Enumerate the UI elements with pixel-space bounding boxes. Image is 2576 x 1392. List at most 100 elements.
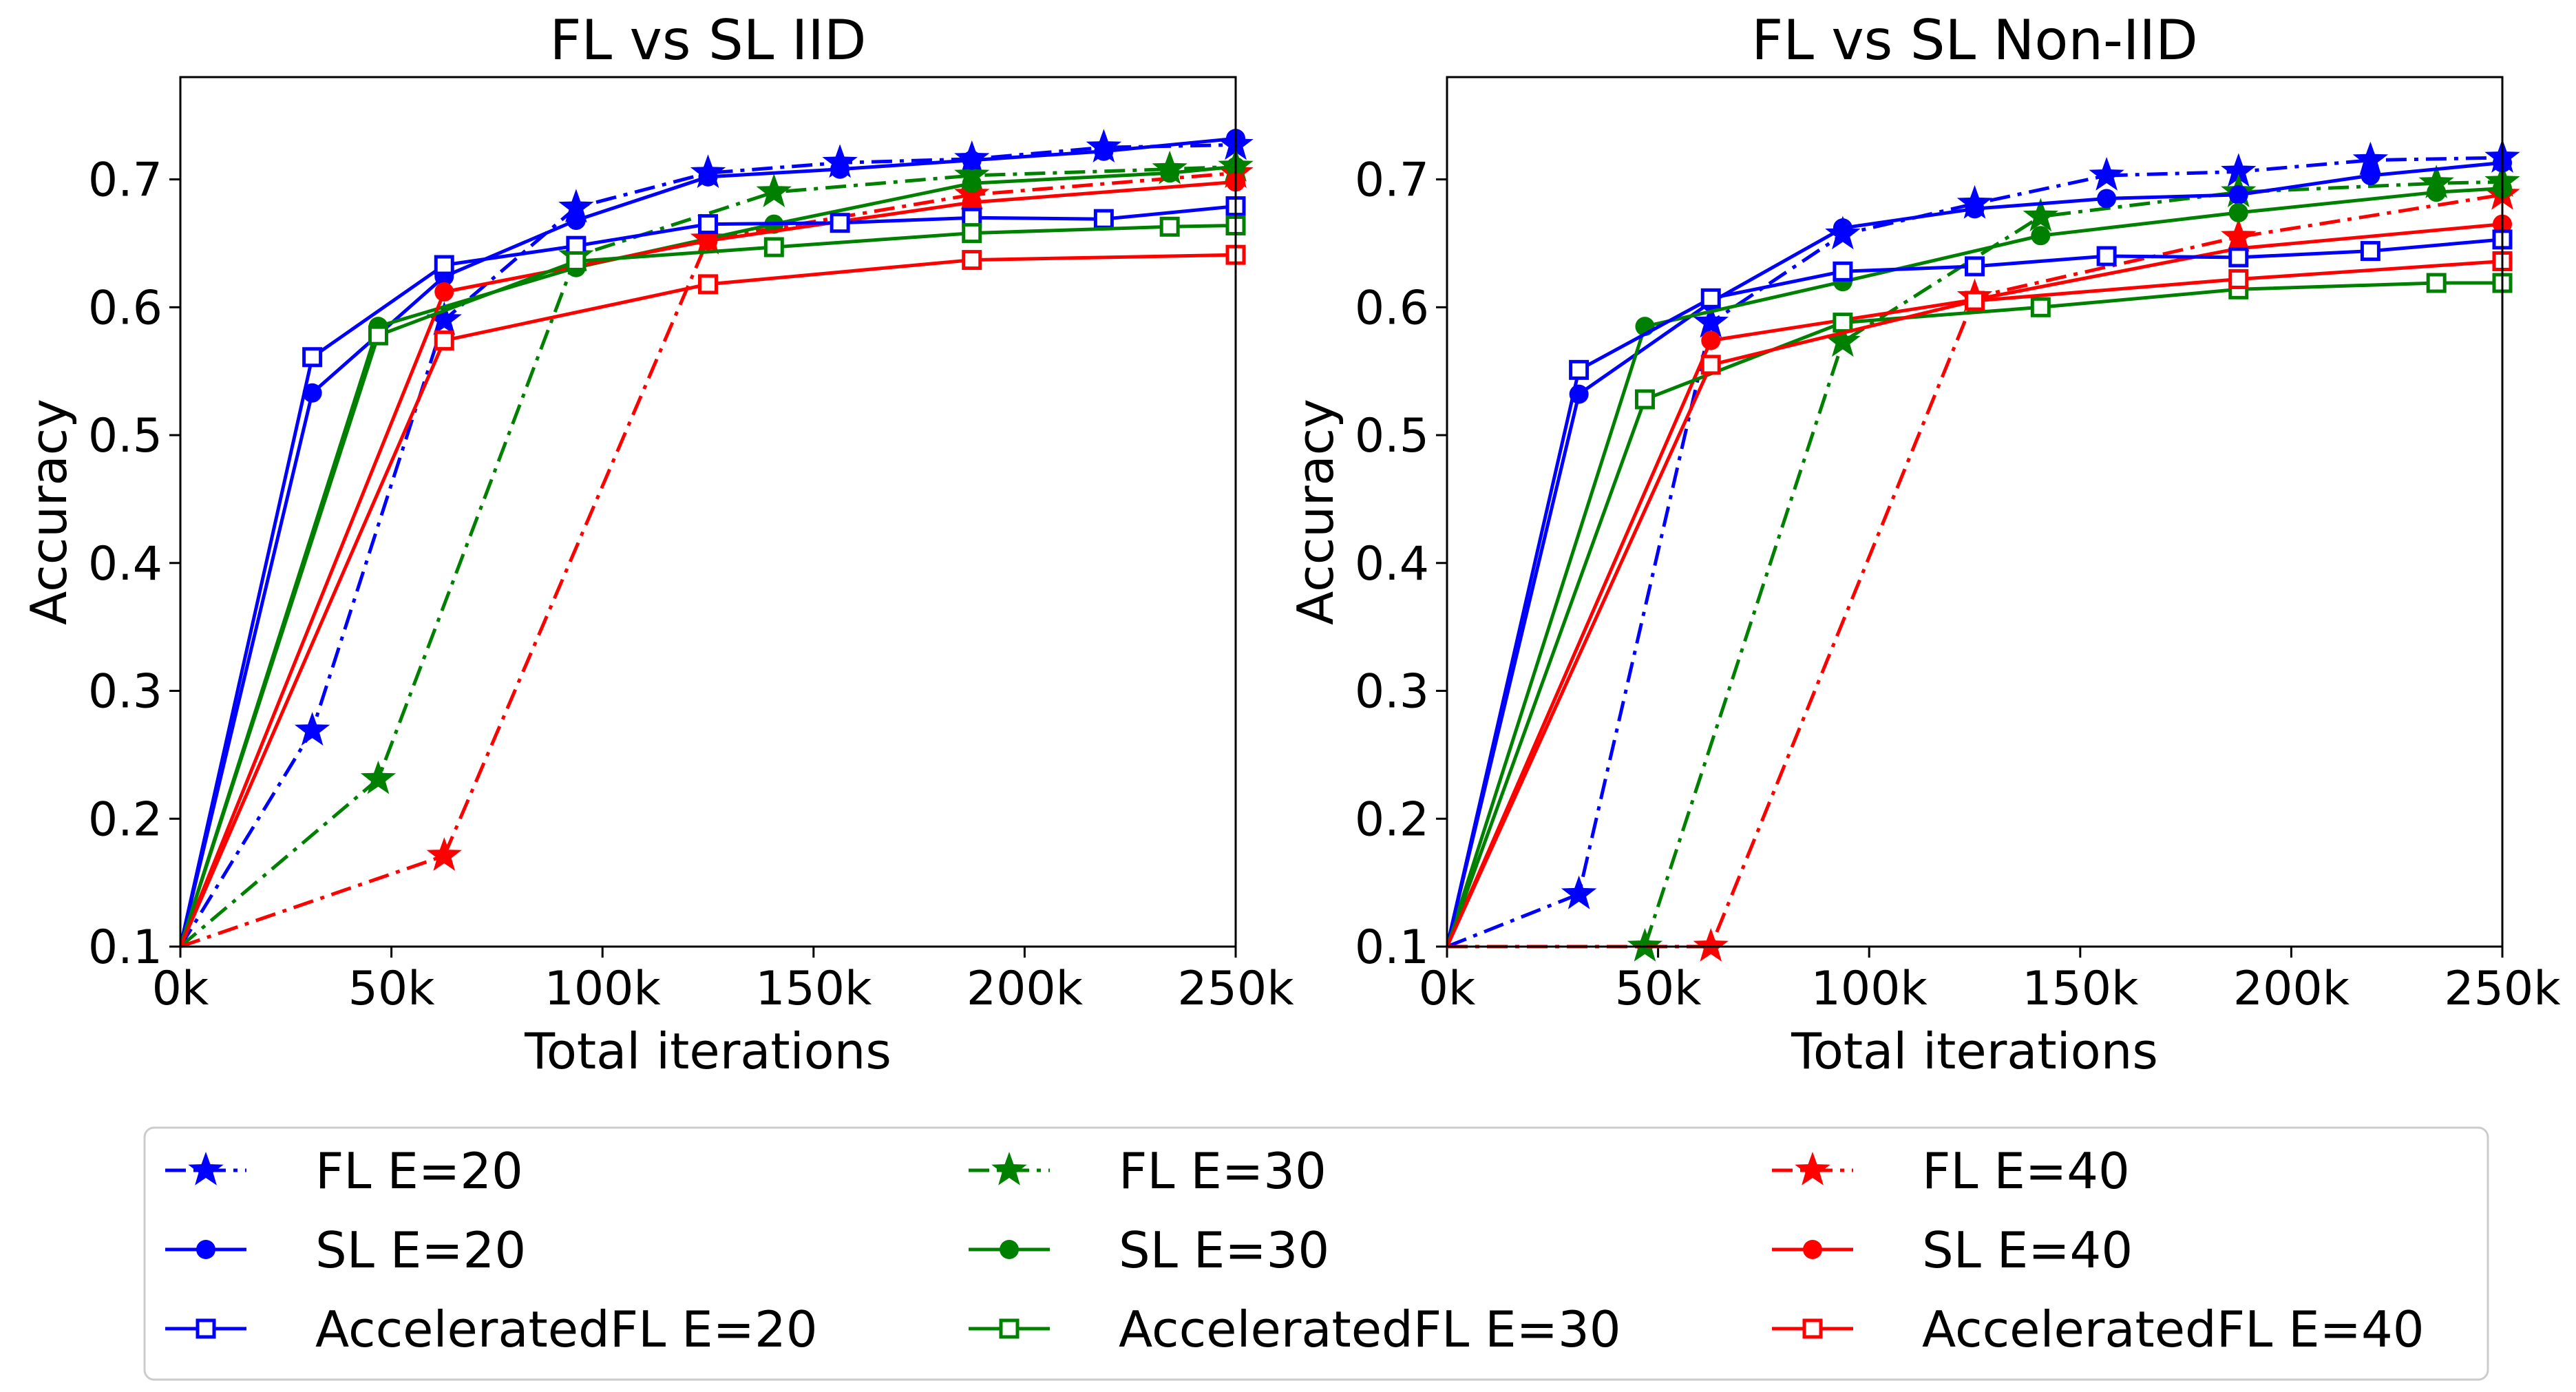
legend-label: AcceleratedFL E=20 xyxy=(315,1300,818,1358)
y-tick-label: 0.4 xyxy=(88,537,162,591)
data-point xyxy=(1693,928,1729,962)
data-point xyxy=(1627,928,1663,962)
legend-marker xyxy=(1000,1240,1019,1259)
data-point xyxy=(2023,198,2058,232)
data-point xyxy=(566,211,586,231)
data-point xyxy=(2361,166,2380,186)
data-point xyxy=(756,173,792,207)
data-point xyxy=(1833,218,1852,238)
data-point xyxy=(1833,313,1853,333)
legend-item: SL E=30 xyxy=(969,1221,1329,1279)
legend-item: FL E=20 xyxy=(165,1142,523,1200)
legend-marker xyxy=(1802,1318,1823,1339)
x-tick-label: 50k xyxy=(1615,962,1702,1016)
data-point xyxy=(2418,165,2454,198)
series-line xyxy=(180,180,1236,947)
chart-panel-1: 0k 50k 100k 150k 200k 250k 0.1 0.2 0.3 0.4 0.5 0.6 0… xyxy=(20,8,1294,1080)
y-tick-label: 0.3 xyxy=(88,665,162,719)
data-point xyxy=(294,712,330,746)
data-point xyxy=(558,189,594,223)
data-point xyxy=(1965,256,1985,277)
legend-label: AcceleratedFL E=40 xyxy=(1922,1300,2425,1358)
data-point xyxy=(426,301,462,335)
data-point xyxy=(2097,189,2117,209)
data-point xyxy=(698,274,718,295)
chart-title: FL vs SL IID xyxy=(549,8,866,72)
data-point xyxy=(830,159,850,179)
data-point xyxy=(434,255,454,275)
data-point xyxy=(698,214,718,235)
data-point xyxy=(1634,389,1655,410)
y-tick-label: 0.2 xyxy=(88,792,162,847)
data-point xyxy=(1700,288,1721,308)
data-point xyxy=(698,167,718,187)
data-point xyxy=(1159,216,1180,237)
data-point xyxy=(1561,875,1597,909)
y-tick-label: 0.2 xyxy=(1355,792,1429,847)
data-point xyxy=(962,150,982,170)
y-tick-label: 0.4 xyxy=(1355,537,1429,591)
data-point xyxy=(434,330,454,351)
data-point xyxy=(962,173,982,193)
legend-label: FL E=20 xyxy=(315,1142,523,1200)
y-tick-label: 0.5 xyxy=(1355,409,1429,463)
y-tick-label: 0.6 xyxy=(88,281,162,335)
series-line xyxy=(1447,156,2503,949)
data-point xyxy=(1833,261,1853,282)
data-point xyxy=(2089,157,2124,191)
series-line xyxy=(1447,222,2503,947)
x-axis-label: Total iterations xyxy=(524,1022,891,1080)
data-point xyxy=(2228,268,2249,289)
x-tick-label: 150k xyxy=(755,962,872,1016)
data-point xyxy=(2031,226,2051,246)
x-tick-label: 150k xyxy=(2022,962,2139,1016)
data-point xyxy=(2030,297,2051,317)
data-point xyxy=(1160,163,1180,183)
x-tick-label: 0k xyxy=(152,962,209,1016)
series-line xyxy=(180,253,1236,947)
data-point xyxy=(2426,273,2447,293)
legend-item: AcceleratedFL E=20 xyxy=(165,1300,818,1358)
y-axis-label: Accuracy xyxy=(20,399,78,625)
x-tick-label: 0k xyxy=(1419,962,1476,1016)
y-tick-label: 0.5 xyxy=(88,409,162,463)
data-point xyxy=(1965,199,1985,219)
data-point xyxy=(2228,184,2248,204)
data-point xyxy=(1093,209,1114,229)
plot-frame xyxy=(179,76,1237,948)
data-point xyxy=(368,325,388,346)
x-tick-label: 200k xyxy=(2233,962,2350,1016)
x-tick-label: 100k xyxy=(1811,962,1928,1016)
data-point xyxy=(1693,304,1729,338)
data-point xyxy=(566,251,587,271)
data-point xyxy=(2221,218,2257,252)
data-point xyxy=(1825,323,1861,357)
data-point xyxy=(1094,141,1114,161)
legend-marker xyxy=(1803,1240,1822,1259)
data-point xyxy=(434,282,454,302)
series-line xyxy=(180,204,1236,947)
legend-item: AcceleratedFL E=40 xyxy=(1772,1300,2425,1358)
legend-item: AcceleratedFL E=30 xyxy=(969,1300,1621,1358)
data-point xyxy=(2360,241,2380,262)
data-point xyxy=(830,213,850,233)
legend-item: SL E=20 xyxy=(165,1221,526,1279)
legend-marker xyxy=(188,1152,224,1185)
x-tick-label: 250k xyxy=(2444,962,2561,1016)
legend-marker xyxy=(196,1240,215,1259)
data-point xyxy=(1569,359,1590,380)
x-axis-label: Total iterations xyxy=(1791,1022,2158,1080)
data-point xyxy=(302,383,322,403)
y-tick-label: 0.6 xyxy=(1355,281,1429,335)
x-tick-label: 200k xyxy=(967,962,1084,1016)
legend-item: FL E=40 xyxy=(1772,1142,2130,1200)
data-point xyxy=(302,347,323,368)
legend-marker xyxy=(991,1152,1027,1185)
data-point xyxy=(2096,246,2117,266)
series-line xyxy=(1447,238,2503,947)
legend-marker xyxy=(999,1318,1020,1339)
legend-label: SL E=20 xyxy=(315,1221,526,1279)
legend: FL E=20 SL E=20 AcceleratedFL E=20 FL E=30 S… xyxy=(143,1126,2489,1381)
